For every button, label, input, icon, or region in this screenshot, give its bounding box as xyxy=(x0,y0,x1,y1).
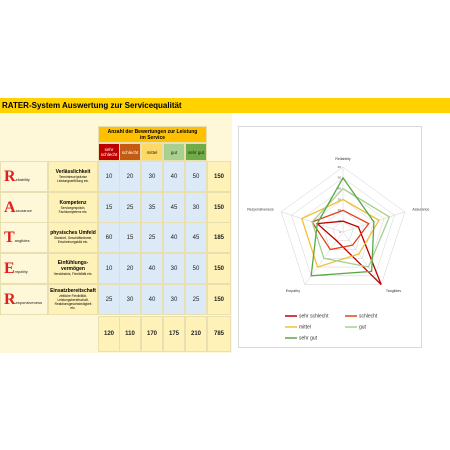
count: 50 xyxy=(185,161,207,192)
count: 40 xyxy=(163,161,185,192)
r-tick-label: 0 xyxy=(339,230,341,234)
grand-total: 785 xyxy=(207,316,231,352)
series-line xyxy=(311,187,391,268)
axis-label: Assurance xyxy=(412,207,429,211)
grid-ring xyxy=(301,188,385,268)
criterion: Kompetenz Servicegespräch, Fachkompetenz … xyxy=(48,192,98,223)
criterion-title: Einfühlungs-vermögen xyxy=(57,260,89,273)
count: 40 xyxy=(141,284,163,315)
r-tick-label: 40 xyxy=(338,186,342,190)
row-total: 150 xyxy=(207,192,231,223)
series-line xyxy=(311,209,370,251)
column-header: schlecht xyxy=(119,143,141,161)
count: 30 xyxy=(163,284,185,315)
count: 15 xyxy=(119,222,141,253)
title: RATER-System Auswertung zur Servicequali… xyxy=(2,101,182,110)
count: 10 xyxy=(98,161,120,192)
count: 25 xyxy=(141,222,163,253)
column-total: 170 xyxy=(141,316,163,352)
criterion: Einfühlungs-vermögen Verständnis, Flexibi… xyxy=(48,253,98,284)
count: 20 xyxy=(119,253,141,284)
count: 40 xyxy=(163,222,185,253)
count: 30 xyxy=(119,284,141,315)
legend-label: mittel xyxy=(299,324,311,330)
axis-label: Tangibles xyxy=(386,289,401,293)
criterion-title: Kompetenz xyxy=(59,200,87,207)
table-header: Anzahl der Bewertungen zur Leistung im S… xyxy=(98,126,207,143)
grid-ring xyxy=(332,220,354,242)
column-header: mittel xyxy=(141,143,163,161)
count: 45 xyxy=(185,222,207,253)
count: 45 xyxy=(163,192,185,223)
criterion: physisches Umfeld Standort, Geschäftsräum… xyxy=(48,222,98,253)
count: 25 xyxy=(185,284,207,315)
series-line xyxy=(315,220,382,286)
criterion-detail: Termintreue/präzise Leistungserfüllung e… xyxy=(57,175,89,183)
criterion-title: Verlässlichkeit xyxy=(55,169,91,176)
title-bar xyxy=(0,98,450,113)
count: 20 xyxy=(119,161,141,192)
series-line xyxy=(310,176,375,277)
count: 30 xyxy=(141,161,163,192)
column-total: 175 xyxy=(163,316,185,352)
count: 30 xyxy=(163,253,185,284)
grid-ring xyxy=(291,177,395,277)
column-header: sehr gut xyxy=(185,143,207,161)
legend-label: gut xyxy=(359,324,367,330)
row-total: 150 xyxy=(207,161,231,192)
criterion-detail: zeitliche Flexibilität, Leistungsbereits… xyxy=(54,294,92,310)
count: 50 xyxy=(185,253,207,284)
axis-label: Reliability xyxy=(335,157,351,161)
row-total: 185 xyxy=(207,222,231,253)
count: 40 xyxy=(141,253,163,284)
legend-label: sehr gut xyxy=(299,335,318,341)
criterion-title: physisches Umfeld xyxy=(50,230,96,237)
criterion: Einsatzbereitschaft zeitliche Flexibilitä… xyxy=(48,284,98,315)
row-total: 150 xyxy=(207,284,231,315)
grid-ring xyxy=(280,166,406,285)
column-total: 110 xyxy=(119,316,141,352)
criterion-detail: Verständnis, Flexibilität etc. xyxy=(53,272,93,277)
axis-label: Empathy xyxy=(286,289,300,293)
r-tick-label: 60 xyxy=(338,165,342,169)
r-tick-label: 50 xyxy=(338,176,342,180)
criterion-title: Einsatzbereitschaft xyxy=(50,288,96,295)
column-header: gut xyxy=(163,143,185,161)
criterion: Verlässlichkeit Termintreue/präzise Leist… xyxy=(48,161,98,192)
legend-label: sehr schlecht xyxy=(299,313,329,319)
legend-label: schlecht xyxy=(359,313,378,319)
column-header: sehr schlecht xyxy=(98,143,120,161)
r-tick-label: 20 xyxy=(338,208,342,212)
count: 30 xyxy=(185,192,207,223)
row-total: 150 xyxy=(207,253,231,284)
r-tick-label: 30 xyxy=(338,197,342,201)
criterion-detail: Standort, Geschäftsräume, Erscheinungsbi… xyxy=(53,236,93,244)
axis-label: Responsiveness xyxy=(247,207,274,211)
spoke xyxy=(342,231,382,285)
chart-box xyxy=(238,126,422,348)
criterion-detail: Servicegespräch, Fachkompetenz etc. xyxy=(58,206,88,214)
column-total: 210 xyxy=(185,316,207,352)
